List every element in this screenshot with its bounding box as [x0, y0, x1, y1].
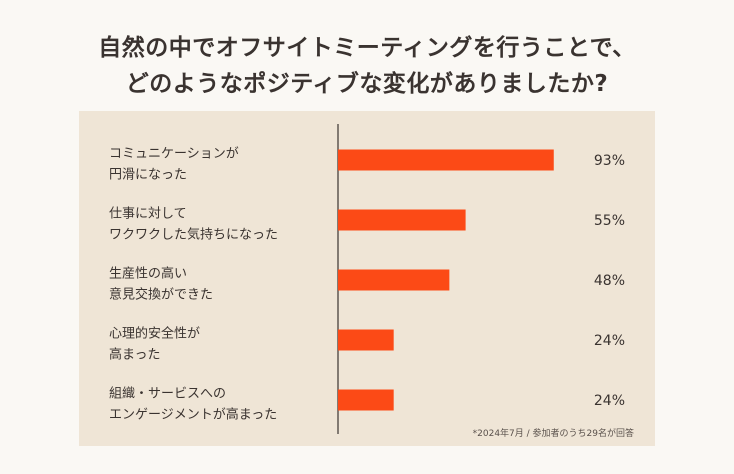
chart-title-line-2: どのようなポジティブな変化がありましたか?: [125, 71, 609, 97]
category-label: ワクワクした気持ちになった: [109, 227, 278, 243]
category-label: 意見交換ができた: [109, 287, 213, 303]
bar: [338, 329, 394, 351]
value-label: 24%: [594, 393, 625, 409]
bar: [338, 209, 466, 231]
category-label: コミュニケーションが: [109, 147, 239, 162]
value-label: 93%: [594, 153, 625, 169]
category-label: 仕事に対して: [109, 207, 187, 222]
chart-title-line-1: 自然の中でオフサイトミーティングを行うことで、: [98, 35, 636, 61]
category-label: 生産性の高い: [109, 266, 187, 282]
category-label: 心理的安全性が: [109, 326, 200, 342]
category-label: 高まった: [109, 347, 160, 363]
value-label: 24%: [594, 333, 625, 349]
category-label: 組織・サービスへの: [109, 387, 226, 402]
bar: [338, 389, 394, 411]
value-label: 55%: [594, 213, 625, 229]
bar: [338, 269, 450, 291]
category-label: エンゲージメントが高まった: [109, 407, 277, 423]
value-label: 48%: [594, 273, 625, 289]
footnote: *2024年7月 / 参加者のうち29名が回答: [472, 429, 634, 439]
bar: [338, 149, 554, 171]
category-label: 円滑になった: [109, 168, 187, 183]
